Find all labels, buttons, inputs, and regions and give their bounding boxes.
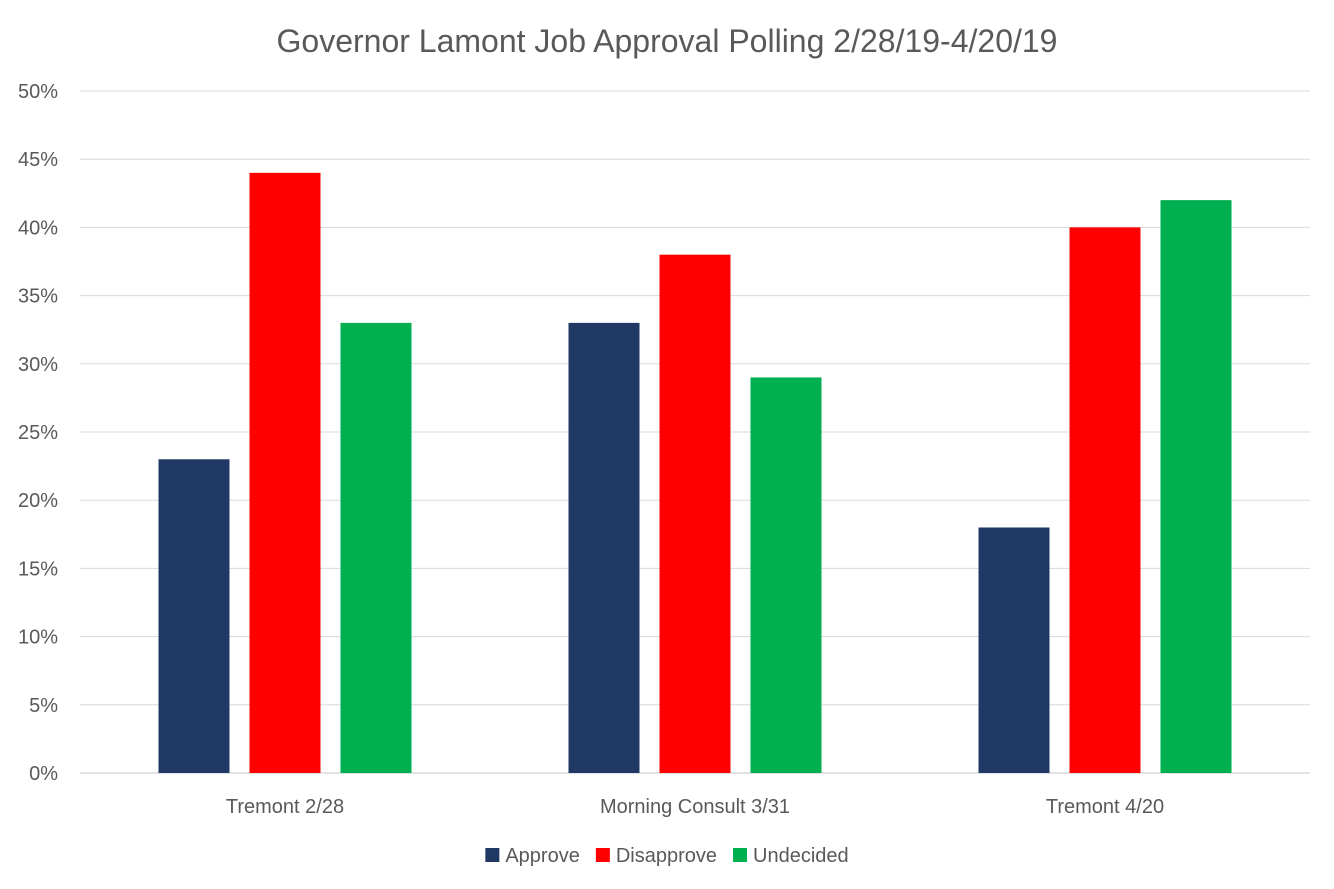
x-tick-label: Morning Consult 3/31 [600,796,790,818]
bar-undecided-3 [1160,200,1232,773]
y-tick-label: 30% [18,354,58,376]
chart-title: Governor Lamont Job Approval Polling 2/2… [277,23,1058,59]
bar-approve-3 [978,527,1050,773]
y-tick-label: 25% [18,422,58,444]
y-tick-label: 5% [29,695,58,717]
legend-label: Undecided [753,845,849,867]
bar-disapprove-3 [1069,227,1141,773]
y-tick-label: 0% [29,763,58,785]
y-tick-label: 35% [18,286,58,308]
y-axis: 0% 5% 10% 15% 20% 25% 30% 35% 40% 45% 50% [18,81,58,785]
y-tick-label: 50% [18,81,58,103]
bar-disapprove-1 [249,172,321,774]
bars [158,172,1232,774]
bar-approve-1 [158,459,230,773]
y-tick-label: 45% [18,149,58,171]
x-tick-label: Tremont 2/28 [226,796,344,818]
bar-approve-2 [568,322,640,773]
legend-swatch [733,848,748,862]
y-tick-label: 20% [18,490,58,512]
y-tick-label: 40% [18,217,58,239]
x-axis: Tremont 2/28 Morning Consult 3/31 Tremont … [226,796,1164,818]
legend-label: Disapprove [616,845,717,867]
y-tick-label: 15% [18,558,58,580]
legend-label: Approve [505,845,580,867]
bar-disapprove-2 [659,254,731,773]
legend-swatch [595,848,610,862]
bar-undecided-1 [340,322,412,773]
bar-undecided-2 [750,377,822,773]
y-tick-label: 10% [18,627,58,649]
legend-swatch [485,848,500,862]
x-tick-label: Tremont 4/20 [1046,796,1164,818]
legend: Approve Disapprove Undecided [485,845,849,867]
